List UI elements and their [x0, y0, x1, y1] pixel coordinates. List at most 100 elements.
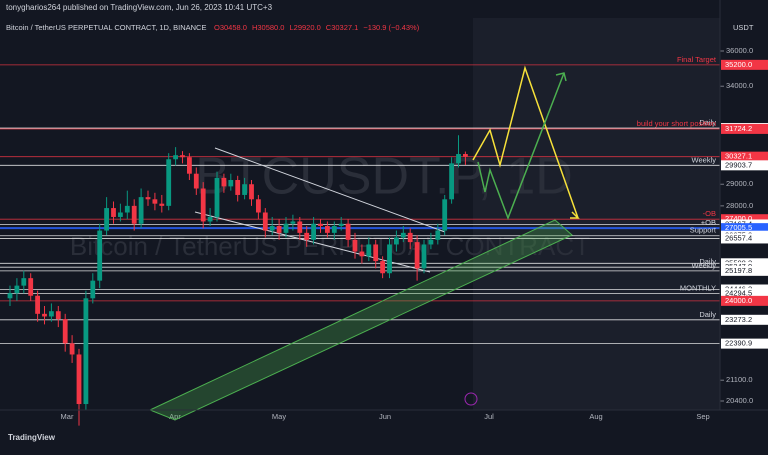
candle-body	[166, 159, 172, 206]
candle-body	[90, 280, 96, 299]
price-label: 27400.0	[725, 214, 752, 223]
projection-green	[477, 72, 565, 221]
candle-body	[373, 244, 379, 262]
candle-body	[228, 180, 234, 187]
x-tick-label: Jun	[379, 412, 391, 421]
candle-body	[14, 285, 20, 294]
price-label: 35200.0	[725, 60, 752, 69]
price-label-box	[721, 295, 768, 306]
candle-body	[221, 177, 227, 187]
candle-body	[49, 311, 54, 317]
channel-top	[214, 147, 446, 233]
trend-band	[148, 219, 573, 421]
brand: TradingView	[8, 433, 56, 442]
grid: 20400.0 21100.0 28000.0 29000.0 34000.0 36000…	[61, 46, 754, 421]
candle-body	[442, 199, 448, 231]
candle-body	[435, 230, 441, 240]
price-label: 23273.2	[725, 315, 752, 324]
candle-body	[235, 180, 241, 195]
candle-body	[352, 239, 358, 252]
level-note: Daily	[699, 310, 716, 319]
level-note: -OB	[703, 209, 716, 218]
candle-body	[407, 232, 413, 243]
candle-body	[325, 225, 330, 233]
candle-body	[359, 251, 365, 257]
price-label: 30327.1	[725, 152, 752, 161]
candle-body	[421, 244, 427, 269]
candle-body	[145, 197, 151, 200]
price-label: 29903.7	[725, 160, 752, 169]
candle-body	[7, 293, 13, 299]
candle-body	[269, 225, 275, 231]
level-note: Daily	[699, 118, 716, 127]
ohlc-value: L29920.0	[289, 23, 320, 32]
candle-body	[35, 295, 40, 314]
candle-body	[131, 205, 137, 224]
level-note: Daily	[699, 257, 716, 266]
candle-body	[152, 199, 158, 204]
level-note: +OB	[701, 218, 716, 227]
y-tick-label: 28000.0	[726, 201, 753, 210]
x-tick-label: Aug	[589, 412, 602, 421]
price-label: 22390.9	[725, 339, 752, 348]
candle-body	[463, 154, 468, 157]
candle-body	[449, 163, 454, 200]
candle-body	[69, 343, 75, 355]
price-label: 26557.4	[725, 233, 752, 242]
candle-body	[180, 155, 185, 158]
candle-body	[276, 225, 282, 233]
currency: USDT	[733, 23, 754, 32]
candle-body	[21, 278, 27, 286]
price-label: 25197.8	[725, 266, 752, 275]
price-label-box	[721, 314, 768, 325]
candle-body	[387, 244, 392, 274]
price-label-box	[721, 223, 768, 234]
candle-body	[297, 221, 303, 233]
candle-body	[62, 319, 68, 344]
arrow-green	[555, 72, 567, 82]
level-note: Weekly	[692, 155, 717, 164]
x-tick-label: Sep	[696, 412, 709, 421]
projection-yellow	[472, 65, 579, 219]
price-label: 27005.5	[725, 223, 752, 232]
candle-body	[193, 173, 199, 189]
event-icon[interactable]	[464, 392, 478, 406]
candle-body	[304, 232, 310, 240]
candle-body	[173, 155, 178, 160]
candle-body	[283, 223, 289, 233]
y-tick-label: 21100.0	[726, 375, 753, 384]
candle-body	[331, 225, 337, 233]
candle-body	[214, 177, 220, 217]
ohlc-value: H30580.0	[252, 23, 285, 32]
candle-body	[76, 354, 82, 405]
symbol: Bitcoin / TetherUS PERPETUAL CONTRACT, 1…	[6, 23, 206, 32]
candle-body	[311, 223, 316, 240]
candle-body	[200, 188, 206, 222]
candle-body	[456, 154, 461, 164]
candle-body	[111, 208, 116, 217]
y-tick-label: 20400.0	[726, 396, 753, 405]
ohlc-legend: O30458.0 H30580.0 L29920.0 C30327.1 −130.9 (…	[214, 23, 420, 32]
candle-body	[366, 244, 372, 257]
candle-body	[345, 223, 351, 240]
price-label-box	[721, 59, 768, 70]
candle-body	[28, 278, 34, 296]
candle-body	[187, 157, 192, 174]
candle-body	[55, 311, 61, 320]
future-area	[473, 18, 720, 410]
candle-body	[400, 232, 406, 238]
level-note: Final Target	[677, 55, 717, 64]
candle-body	[249, 184, 254, 200]
candle-body	[242, 184, 247, 195]
level-note: MONTHLY	[680, 283, 716, 292]
candle-body	[124, 205, 130, 213]
candle-body	[118, 212, 123, 217]
x-tick-label: Jul	[484, 412, 494, 421]
candle-body	[290, 221, 296, 224]
candle-body	[104, 208, 109, 231]
level-note: build your short position	[637, 119, 716, 128]
price-label-box	[721, 123, 768, 134]
price-label-box	[721, 160, 768, 171]
price-label: 24000.0	[725, 296, 752, 305]
